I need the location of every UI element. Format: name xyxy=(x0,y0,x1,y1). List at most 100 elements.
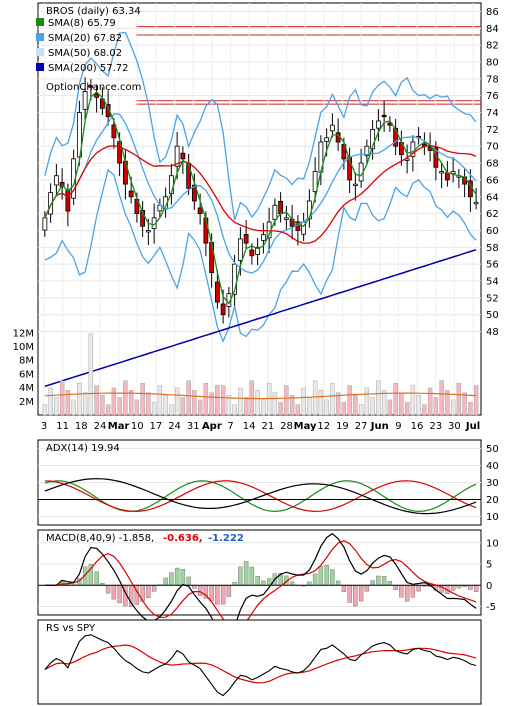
x-tick-label: 31 xyxy=(187,421,200,432)
x-tick-label: May xyxy=(294,421,317,432)
candle-body xyxy=(375,120,381,129)
candle-body xyxy=(249,249,255,257)
candle-body xyxy=(214,281,220,303)
volume-bar xyxy=(284,385,289,416)
volume-bar xyxy=(330,382,335,416)
price-y-tick-label: 68 xyxy=(486,159,499,170)
legend-swatch xyxy=(36,33,44,41)
macd-histogram-bar xyxy=(358,585,364,602)
volume-bar xyxy=(232,404,237,416)
volume-bar xyxy=(123,380,128,416)
price-y-tick-label: 84 xyxy=(486,24,499,35)
candle-body xyxy=(260,234,266,241)
volume-bar xyxy=(163,394,168,416)
volume-bar xyxy=(134,399,140,416)
adx-title: ADX(14) 19.94 xyxy=(46,443,120,454)
volume-bar xyxy=(146,392,151,416)
candle-body xyxy=(237,238,243,261)
volume-y-tick-label: 10M xyxy=(13,342,34,353)
macd-histogram-bar xyxy=(393,585,398,590)
macd-title-row: MACD(8,40,9) -1.858, -0.636, -1.222 xyxy=(46,533,244,544)
x-tick-label: Jun xyxy=(370,421,389,432)
macd-histogram-bar xyxy=(117,585,122,604)
macd-histogram-bar xyxy=(318,566,324,586)
volume-bar xyxy=(295,404,301,416)
x-tick-label: 16 xyxy=(411,421,424,432)
price-y-tick-label: 52 xyxy=(486,293,499,304)
volume-bar xyxy=(186,380,191,416)
candle-body xyxy=(174,145,180,167)
volume-bar xyxy=(54,397,59,416)
volume-average-line xyxy=(44,392,477,400)
volume-bar xyxy=(312,380,318,416)
volume-bar xyxy=(381,390,387,416)
candle-body xyxy=(128,190,134,198)
volume-y-tick-label: 12M xyxy=(13,328,34,339)
volume-bar xyxy=(203,382,209,416)
candle-body xyxy=(278,201,284,215)
macd-histogram-bar xyxy=(324,564,329,586)
volume-bar xyxy=(77,382,82,416)
volume-bar xyxy=(209,392,214,416)
candle-body xyxy=(94,93,100,98)
macd-histogram-bar xyxy=(404,585,410,602)
x-tick-label: 19 xyxy=(336,421,349,432)
volume-y-tick-label: 2M xyxy=(19,397,34,408)
volume-bar xyxy=(82,392,88,416)
macd-histogram-bar xyxy=(473,585,479,592)
macd-histogram-bar xyxy=(261,580,266,586)
legend-entry: SMA(200) 57.72 xyxy=(48,63,129,74)
macd-histogram-bar xyxy=(209,585,214,602)
volume-bar xyxy=(157,385,163,416)
volume-bar xyxy=(71,399,76,416)
candle-body xyxy=(341,144,347,160)
volume-bar xyxy=(197,399,203,416)
candle-body xyxy=(381,114,387,118)
rs-panel xyxy=(37,619,482,705)
volume-bar xyxy=(238,387,243,416)
volume-bar xyxy=(151,402,157,416)
x-tick-label: Apr xyxy=(202,421,222,432)
macd-histogram-bar xyxy=(111,585,117,600)
macd-histogram-bar xyxy=(255,576,260,586)
volume-bar xyxy=(301,387,306,416)
macd-histogram-bar xyxy=(243,561,249,586)
candle-body xyxy=(42,217,48,231)
macd-histogram-bar xyxy=(410,585,416,598)
volume-bar xyxy=(341,402,347,416)
volume-bar xyxy=(174,387,180,416)
candle-body xyxy=(243,234,249,244)
volume-y-tick-label: 8M xyxy=(19,356,34,367)
macd-histogram-bar xyxy=(370,580,375,586)
legend-swatch xyxy=(36,18,44,26)
candle-body xyxy=(329,124,335,132)
macd-histogram-bar xyxy=(468,585,473,590)
site-label: OptionChance.com xyxy=(46,82,141,93)
volume-bar xyxy=(48,387,53,416)
minus-di-line xyxy=(44,480,477,513)
volume-bar xyxy=(364,387,370,416)
x-tick-label: 10 xyxy=(131,421,144,432)
panel-y-tick-label: 30 xyxy=(486,478,499,489)
legend-swatch xyxy=(36,48,44,56)
panel-y-tick-label: 10 xyxy=(486,538,499,549)
volume-bar xyxy=(226,394,232,416)
x-tick-label: 7 xyxy=(227,421,233,432)
volume-bar xyxy=(192,390,197,416)
legend-entry: SMA(8) 65.79 xyxy=(48,18,116,29)
sma20-line xyxy=(44,113,477,274)
volume-bar xyxy=(376,380,381,416)
macd-histogram-bar xyxy=(450,585,456,591)
volume-bar xyxy=(404,402,410,416)
macd-histogram-bar xyxy=(94,571,99,586)
price-y-tick-label: 80 xyxy=(486,57,499,68)
upper-band-line xyxy=(44,31,477,221)
panel-y-tick-label: 0 xyxy=(486,581,492,592)
price-panel xyxy=(37,2,482,416)
x-tick-label: 21 xyxy=(261,421,274,432)
x-tick-label: 27 xyxy=(355,421,368,432)
x-tick-label: 14 xyxy=(243,421,256,432)
volume-bar xyxy=(117,397,122,416)
volume-bar xyxy=(220,385,226,416)
lower-band-line xyxy=(44,168,477,344)
